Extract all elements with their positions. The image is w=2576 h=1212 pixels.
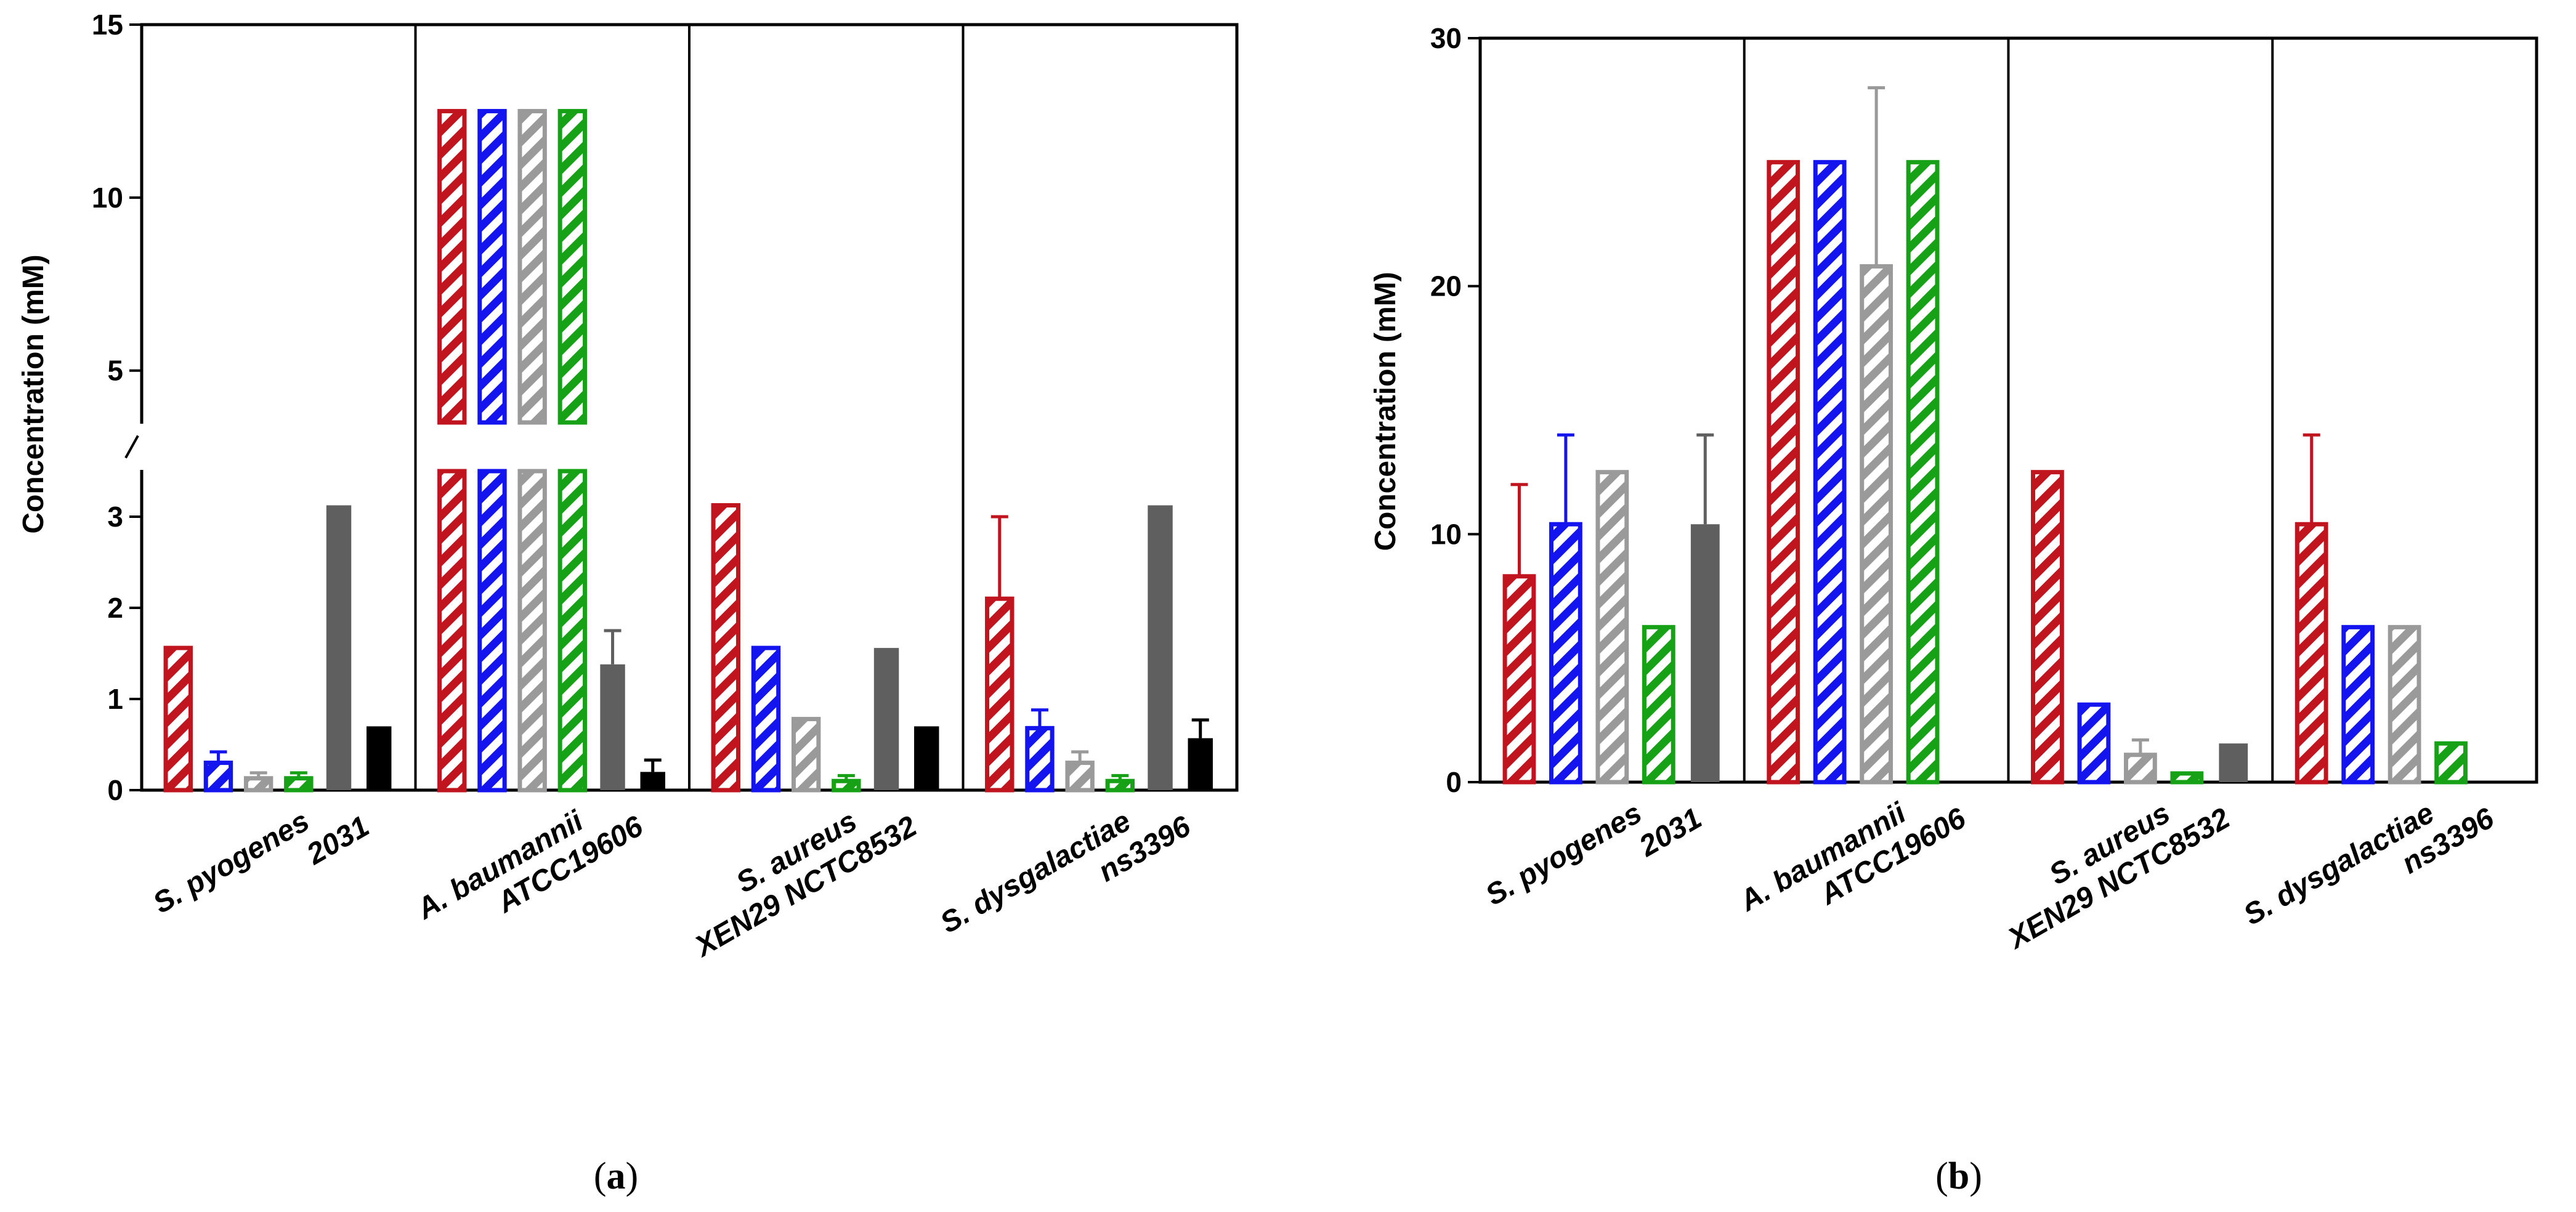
- panel-label-b-close: ): [1969, 1155, 1982, 1197]
- bar-green-hatched: [2170, 771, 2204, 785]
- bar-green-hatched: [557, 469, 588, 793]
- bar-blue-hatched: [2077, 702, 2111, 785]
- bar-black-solid: [367, 726, 392, 790]
- y-tick-label: 5: [107, 355, 123, 387]
- y-tick-label: 0: [107, 774, 123, 806]
- axis-break-mark: [124, 435, 139, 459]
- bar-red-hatched: [985, 596, 1015, 793]
- bar-red-hatched: [2031, 470, 2064, 785]
- bar-gray-hatched: [1065, 761, 1095, 793]
- bar-blue-hatched: [203, 761, 233, 793]
- bar-green-hatched: [284, 776, 314, 793]
- bar-blue-hatched: [1025, 725, 1055, 793]
- bar-red-hatched: [1502, 574, 1536, 785]
- bar-red-hatched: [711, 503, 740, 793]
- x-category-label: S. pyogenes2031: [148, 780, 375, 950]
- y-tick-label: 10: [92, 182, 123, 214]
- x-category-label: S. dysgalactiaens3396: [935, 780, 1196, 969]
- bar-red-hatched: [2295, 522, 2328, 785]
- x-category-line2: 2031: [1634, 802, 1707, 863]
- x-category-line1: S. pyogenes: [148, 805, 315, 920]
- bar-dark-gray-solid: [1690, 524, 1720, 782]
- bar-blue-hatched: [477, 108, 507, 425]
- bar-blue-hatched: [477, 469, 507, 793]
- y-axis-label-a: Concentration (mM): [17, 254, 50, 533]
- bar-gray-hatched: [517, 108, 547, 425]
- y-axis-label-b: Concentration (mM): [1369, 272, 1402, 551]
- bar-dark-gray-solid: [873, 648, 899, 790]
- y-tick-label: 30: [1430, 22, 1462, 54]
- axis-break-gap: [126, 424, 145, 470]
- y-tick-label: 0: [1446, 766, 1462, 798]
- bar-red-hatched: [437, 108, 467, 425]
- y-tick-label: 3: [107, 501, 123, 533]
- bar-gray-hatched: [791, 717, 821, 793]
- bar-green-hatched: [1906, 160, 1940, 785]
- bar-dark-gray-solid: [1148, 505, 1173, 790]
- bar-blue-hatched: [2341, 624, 2375, 785]
- bar-gray-hatched: [2388, 624, 2421, 785]
- y-tick-label: 1: [107, 683, 123, 715]
- panel-label-a-close: ): [626, 1155, 639, 1197]
- bar-gray-hatched: [517, 469, 547, 793]
- bar-gray-hatched: [1860, 264, 1894, 785]
- bar-black-solid: [914, 726, 939, 790]
- bar-red-hatched: [163, 645, 193, 793]
- bar-dark-gray-solid: [2219, 743, 2248, 782]
- panel-label-a: (a): [594, 1155, 638, 1197]
- bar-blue-hatched: [751, 645, 781, 793]
- y-tick-label: 15: [92, 9, 123, 41]
- y-tick-label: 10: [1430, 518, 1462, 550]
- bar-gray-hatched: [1595, 470, 1629, 785]
- x-category-label: A. baumanniiATCC19606: [411, 780, 649, 956]
- bar-green-hatched: [557, 108, 588, 425]
- x-category-line2: 2031: [301, 810, 375, 871]
- x-category-label: S. dysgalactiaens3396: [2238, 772, 2500, 961]
- y-tick-label: 2: [107, 592, 123, 624]
- x-category-line1: S. pyogenes: [1480, 797, 1647, 912]
- bar-black-solid: [1188, 738, 1213, 790]
- bar-black-solid: [640, 772, 665, 790]
- x-category-label: A. baumanniiATCC19606: [1734, 772, 1972, 948]
- bar-blue-hatched: [1549, 522, 1582, 785]
- panel-label-a-letter: a: [607, 1155, 626, 1197]
- bar-blue-hatched: [1813, 160, 1847, 785]
- x-category-label: S. aureusXEN29 NCTC8532: [671, 780, 923, 964]
- bar-green-hatched: [2434, 741, 2468, 785]
- panel-label-b-letter: b: [1948, 1155, 1969, 1197]
- bar-dark-gray-solid: [600, 664, 625, 790]
- bar-gray-hatched: [243, 776, 273, 793]
- bar-red-hatched: [437, 469, 467, 793]
- panel-label-a-open: (: [594, 1155, 607, 1197]
- y-tick-label: 20: [1430, 270, 1462, 302]
- bar-red-hatched: [1767, 160, 1800, 785]
- panel-label-b: (b): [1935, 1155, 1982, 1197]
- bar-green-hatched: [1642, 624, 1675, 785]
- bar-dark-gray-solid: [326, 505, 352, 790]
- bar-gray-hatched: [2123, 753, 2157, 785]
- x-category-label: S. aureusXEN29 NCTC8532: [1984, 772, 2236, 956]
- panel-label-b-open: (: [1935, 1155, 1948, 1197]
- bar-green-hatched: [832, 778, 861, 793]
- x-category-label: S. pyogenes2031: [1480, 772, 1707, 942]
- bar-green-hatched: [1105, 778, 1135, 793]
